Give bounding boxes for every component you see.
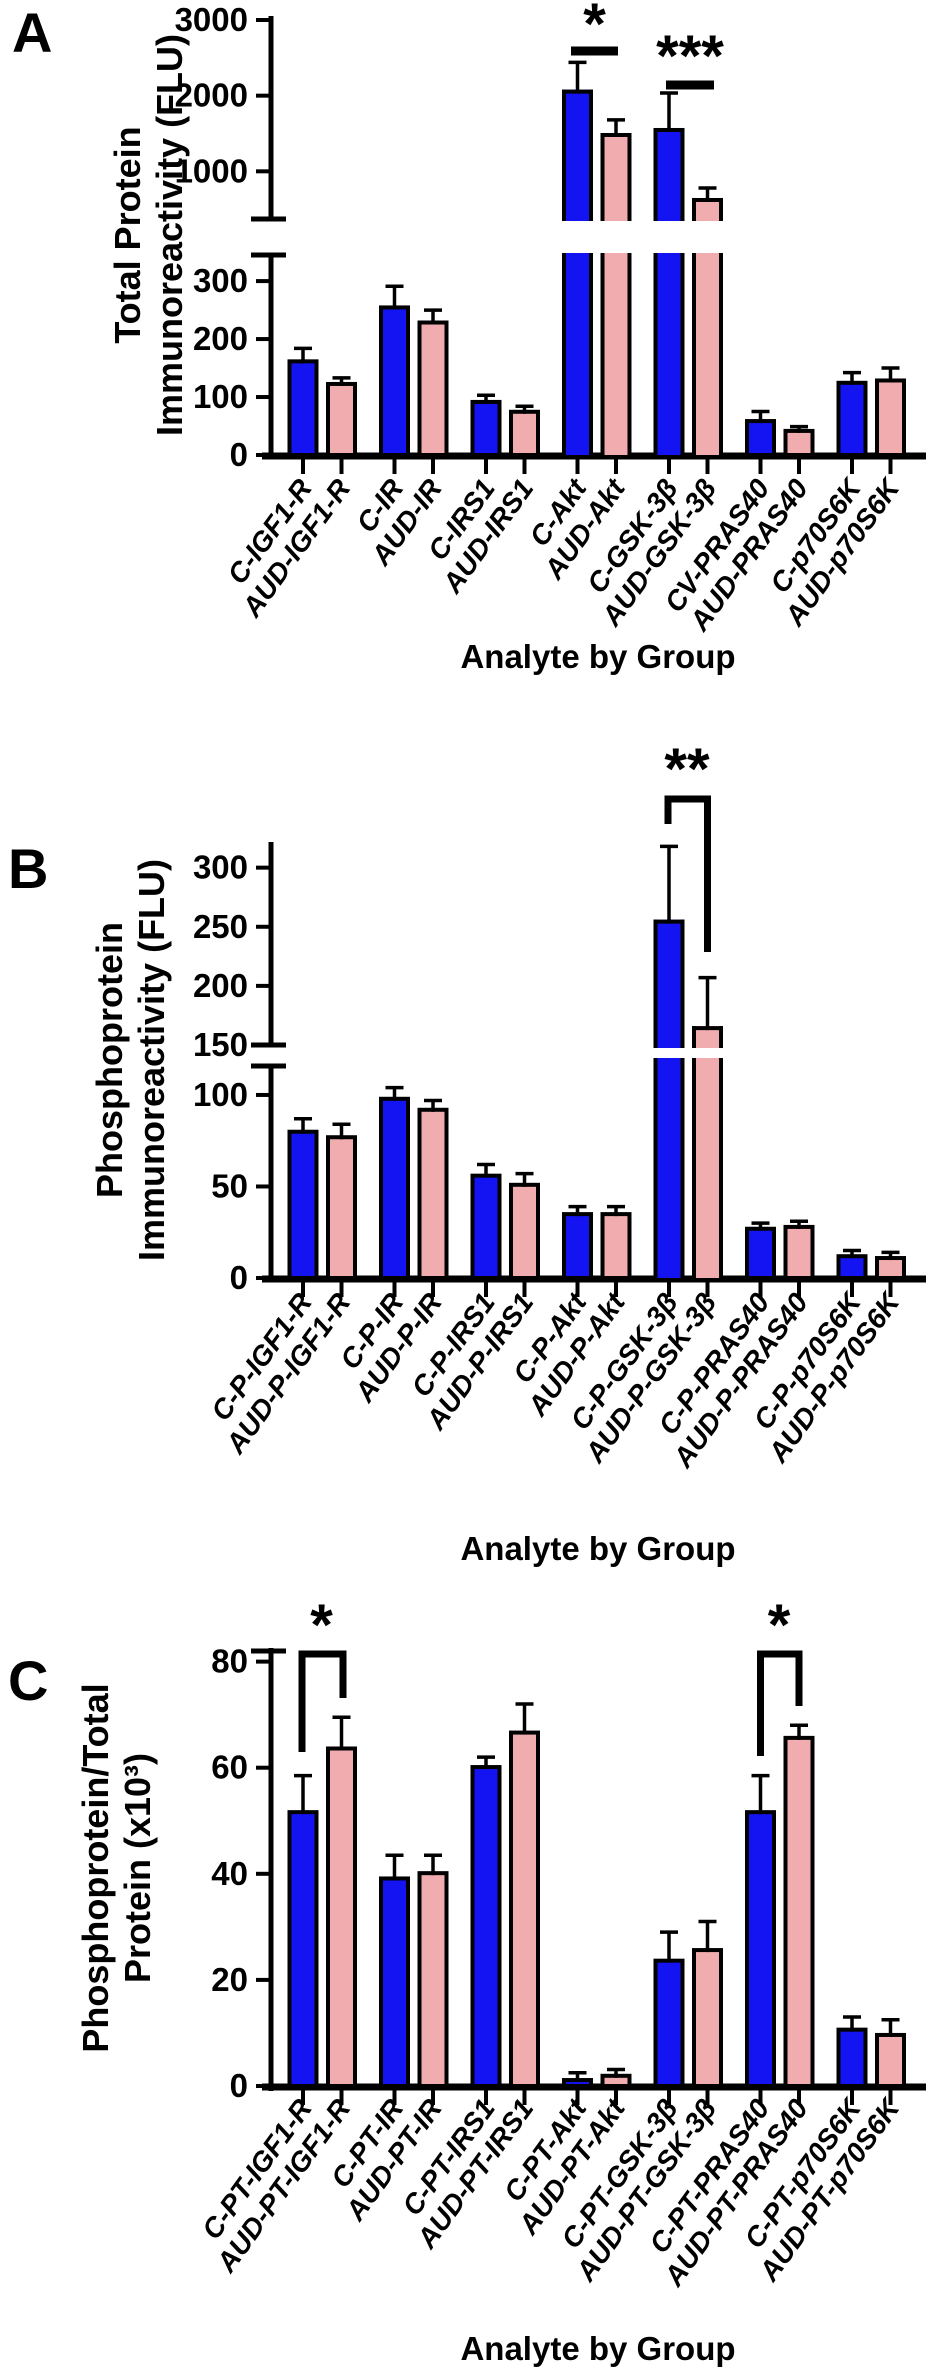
x-axis-title: Analyte by Group bbox=[460, 2330, 735, 2367]
bar-aud-p-gsk-3--upper bbox=[692, 1026, 723, 1048]
bar-aud-p-p70s6k bbox=[875, 1256, 906, 1281]
x-axis-title: Analyte by Group bbox=[460, 638, 735, 675]
bar-c-pt-igf1-r bbox=[287, 1810, 319, 2089]
significance-stars: ** bbox=[664, 737, 710, 802]
bar-aud-akt-lower bbox=[600, 253, 632, 455]
y-tick-label: 300 bbox=[193, 262, 248, 299]
bar-c-p-ir bbox=[379, 1096, 410, 1281]
significance-stars: * bbox=[310, 1593, 333, 1658]
y-tick-label: 0 bbox=[230, 436, 248, 473]
bar-aud-p-pras40 bbox=[783, 1224, 815, 1280]
bar-aud-akt-upper bbox=[600, 132, 632, 221]
bar-aud-p-irs1 bbox=[509, 1182, 540, 1280]
y-tick-label: 0 bbox=[230, 1259, 248, 1296]
y-tick-label: 80 bbox=[211, 1643, 248, 1680]
y-tick-label: 3000 bbox=[175, 1, 248, 38]
y-tick-label: 60 bbox=[211, 1749, 248, 1786]
bar-cv-pras40 bbox=[745, 419, 776, 458]
bar-aud-igf1-r bbox=[326, 381, 357, 457]
bar-aud-pt-igf1-r bbox=[326, 1746, 357, 2088]
bar-c-p-p70s6k bbox=[836, 1254, 868, 1280]
bar-c-akt-lower bbox=[562, 253, 593, 455]
panel-c: C Phosphoprotein/Total Protein (x10³) 0 20 40… bbox=[8, 1593, 926, 2367]
panel-letter-a: A bbox=[12, 1, 52, 64]
bar-c-irs1 bbox=[470, 399, 502, 458]
y-axis-label: Protein (x10³) bbox=[117, 1753, 158, 1983]
y-tick-label: 40 bbox=[211, 1855, 248, 1892]
bar-aud-p-ir bbox=[417, 1107, 449, 1280]
bar-aud-p70s6k bbox=[875, 378, 906, 458]
bar-c-gsk-3--upper bbox=[653, 127, 685, 221]
y-tick-label: 0 bbox=[230, 2067, 248, 2104]
panel-letter-c: C bbox=[8, 1649, 48, 1712]
bar-c-p70s6k bbox=[836, 380, 868, 457]
significance-stars: * bbox=[583, 0, 606, 57]
bar-aud-pt-p70s6k bbox=[875, 2032, 906, 2088]
bar-aud-pras40 bbox=[783, 428, 815, 458]
y-tick-label: 300 bbox=[193, 849, 248, 886]
bar-aud-irs1 bbox=[509, 409, 540, 458]
panel-a: A Total Protein Immunoreactivity (FLU) 0 100… bbox=[12, 0, 926, 675]
y-axis-label: Total Protein bbox=[107, 126, 148, 343]
bar-c-pt-pras40 bbox=[745, 1810, 776, 2089]
bar-c-p-gsk-3--lower bbox=[653, 1058, 685, 1278]
significance-stars: *** bbox=[656, 24, 724, 89]
y-axis-label: Phosphoprotein bbox=[89, 922, 130, 1198]
bar-aud-ir bbox=[417, 320, 449, 457]
bar-aud-pt-gsk-3- bbox=[692, 1948, 723, 2088]
y-axis-label: Immunoreactivity (FLU) bbox=[149, 34, 190, 436]
bar-aud-pt-pras40 bbox=[783, 1735, 815, 2088]
bar-aud-p-akt bbox=[600, 1212, 632, 1281]
bar-aud-p-igf1-r bbox=[326, 1135, 357, 1280]
panel-letter-b: B bbox=[8, 837, 48, 900]
y-tick-label: 100 bbox=[193, 378, 248, 415]
bar-c-akt-upper bbox=[562, 89, 593, 221]
significance-stars: * bbox=[768, 1593, 791, 1658]
bar-aud-gsk-3--lower bbox=[692, 253, 723, 455]
bar-c-pt-irs1 bbox=[470, 1765, 502, 2089]
y-tick-label: 250 bbox=[193, 908, 248, 945]
bar-c-p-gsk-3--upper bbox=[653, 919, 685, 1048]
y-axis-label: Phosphoprotein/Total bbox=[75, 1683, 116, 2052]
y-tick-label: 200 bbox=[193, 320, 248, 357]
y-tick-label: 50 bbox=[211, 1167, 248, 1204]
y-tick-label: 150 bbox=[193, 1026, 248, 1063]
x-axis-title: Analyte by Group bbox=[460, 1530, 735, 1567]
bar-aud-pt-irs1 bbox=[509, 1730, 540, 2088]
bar-c-pt-ir bbox=[379, 1876, 410, 2088]
y-tick-label: 100 bbox=[193, 1076, 248, 1113]
y-tick-label: 1000 bbox=[175, 152, 248, 189]
bar-c-p-pras40 bbox=[745, 1226, 776, 1280]
bar-c-igf1-r bbox=[287, 359, 319, 458]
bar-aud-p-gsk-3--lower bbox=[692, 1058, 723, 1278]
y-axis-label: Immunoreactivity (FLU) bbox=[131, 859, 172, 1261]
bar-c-p-igf1-r bbox=[287, 1129, 319, 1280]
bar-aud-gsk-3--upper bbox=[692, 197, 723, 221]
y-tick-label: 2000 bbox=[175, 77, 248, 114]
bar-c-pt-p70s6k bbox=[836, 2027, 868, 2089]
significance-bracket bbox=[757, 1650, 803, 1756]
bar-aud-pt-ir bbox=[417, 1871, 449, 2089]
bar-c-pt-gsk-3- bbox=[653, 1958, 685, 2089]
bar-c-ir bbox=[379, 305, 410, 457]
significance-bracket bbox=[664, 795, 711, 952]
bar-c-p-akt bbox=[562, 1212, 593, 1281]
significance-bracket bbox=[298, 1650, 347, 1752]
panel-b: B Phosphoprotein Immunoreactivity (FLU) 0 50… bbox=[8, 737, 926, 1567]
bar-c-p-irs1 bbox=[470, 1173, 502, 1280]
y-tick-label: 20 bbox=[211, 1961, 248, 1998]
bar-c-gsk-3--lower bbox=[653, 253, 685, 455]
y-tick-label: 200 bbox=[193, 967, 248, 1004]
